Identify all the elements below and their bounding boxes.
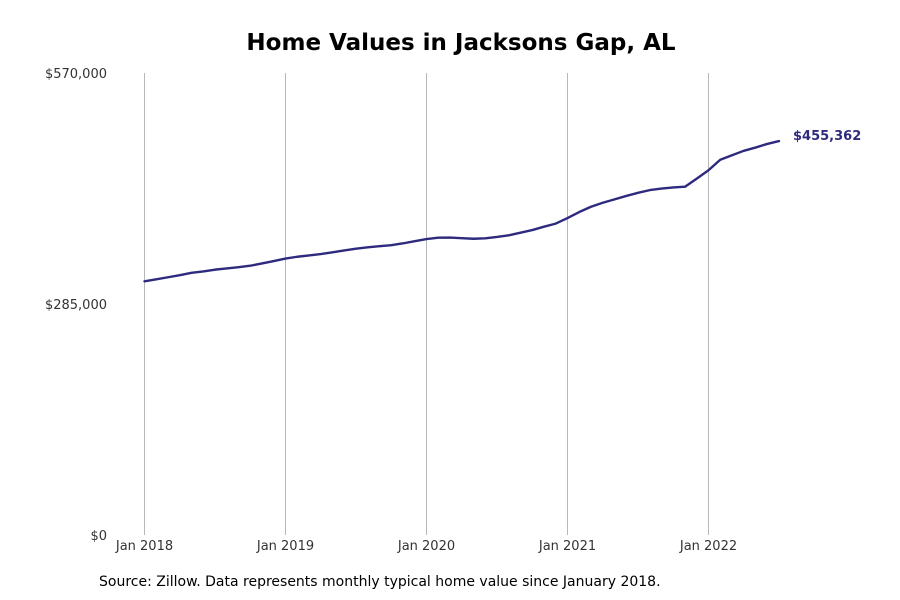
source-note: Source: Zillow. Data represents monthly … <box>99 574 661 590</box>
x-tick-label: Jan 2021 <box>538 539 596 554</box>
x-tick-label: Jan 2018 <box>115 539 173 554</box>
x-tick-label: Jan 2020 <box>397 539 455 554</box>
series-layer <box>143 139 781 283</box>
x-axis-ticks: Jan 2018 Jan 2019 Jan 2020 Jan 2021 Jan 2022 <box>115 539 737 554</box>
y-tick-label: $285,000 <box>45 298 107 313</box>
chart-title: Home Values in Jacksons Gap, AL <box>246 30 676 56</box>
x-tick-label: Jan 2022 <box>679 539 737 554</box>
y-tick-label: $570,000 <box>45 67 107 82</box>
home-value-line <box>143 139 781 283</box>
y-tick-label: $0 <box>90 529 107 544</box>
y-axis-ticks: $0 $285,000 $570,000 <box>45 67 107 544</box>
annotation-layer: $455,362 <box>793 129 861 144</box>
end-value-label: $455,362 <box>793 129 861 144</box>
grid-lines <box>144 73 709 535</box>
x-tick-label: Jan 2019 <box>256 539 314 554</box>
